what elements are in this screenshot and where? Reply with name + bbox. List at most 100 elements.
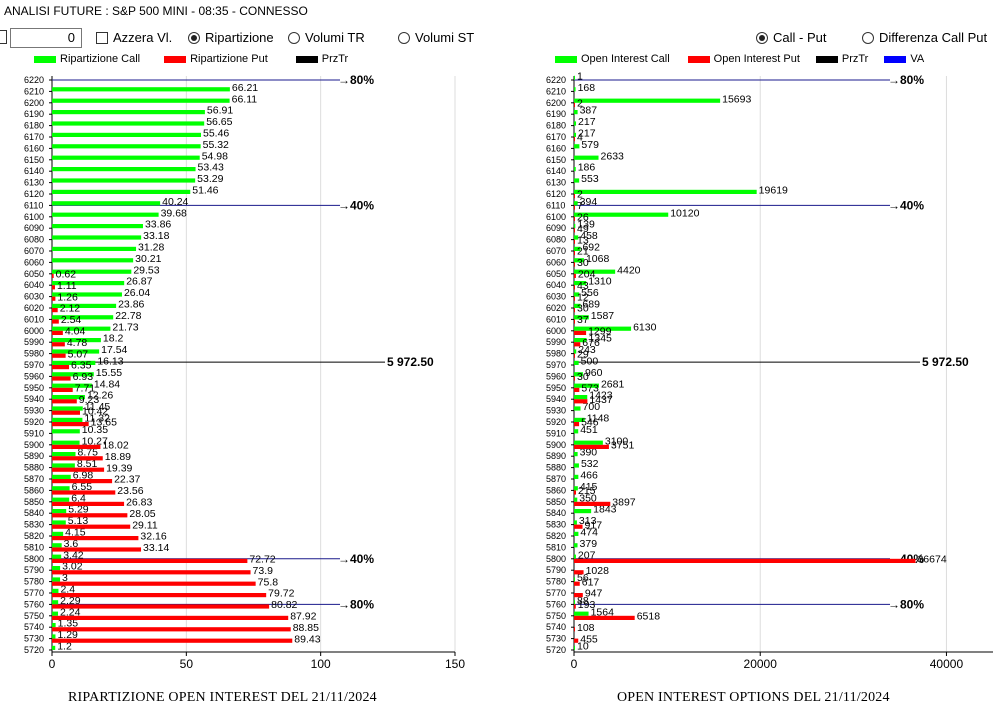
rip-bar-call [52,383,92,388]
oi-data-label: 676 [582,337,600,349]
rip-bar-call [52,338,101,343]
oi-bar-call [574,520,577,525]
radio-volumi-st[interactable]: Volumi ST [398,30,474,45]
rip-bar-call [52,452,76,457]
checkbox-icon[interactable] [96,31,108,44]
oi-category-label: 5920 [546,417,566,427]
oi-bar-put [574,353,575,358]
oi-bar-put [574,319,575,324]
radio-icon[interactable] [862,31,874,44]
oi-bar-call [574,303,581,308]
oi-data-label: 692 [582,242,600,254]
rip-bar-call [52,440,80,445]
oi-bar-call [574,189,757,194]
oi-category-label: 5760 [546,599,566,609]
rip-bar-call [52,212,159,217]
rip-bar-put [52,570,251,575]
rip-data-label: 5.13 [68,515,89,527]
rip-category-label: 6170 [24,132,44,142]
legend-left: Ripartizione Call Ripartizione Put PrzTr [34,53,348,65]
rip-bar-call [52,98,230,103]
rip-data-label: 3 [62,572,68,584]
radio-icon[interactable] [288,31,300,44]
oi-category-label: 6050 [546,269,566,279]
oi-data-label: 168 [578,82,596,94]
rip-data-label: 15.55 [96,367,122,379]
rip-bar-call [52,189,191,194]
rip-x-tick-label: 150 [445,657,465,671]
rip-data-label: 22.37 [114,474,140,486]
spinner-edge[interactable] [0,30,7,44]
rip-bar-call [52,246,137,251]
oi-bar-put [574,444,609,449]
rip-data-label: 31.28 [138,242,164,254]
rip-bar-call [52,224,143,229]
oi-data-label: 215 [578,485,596,497]
rip-data-label: 3.42 [63,549,84,561]
rip-data-label: 33.14 [143,542,169,554]
rip-category-label: 5760 [24,599,44,609]
rip-bar-put [52,319,59,324]
oi-bar-call [574,531,579,536]
radio-call-put[interactable]: Call - Put [756,30,826,45]
rip-category-label: 6100 [24,212,44,222]
rip-data-label: 32.16 [140,531,166,543]
rip-data-label: 6.55 [72,481,93,493]
azzera-checkbox[interactable]: Azzera Vl. [96,30,172,45]
rip-bar-call [52,372,94,377]
rip-bar-call [52,87,230,92]
radio-selected-icon[interactable] [188,31,200,44]
radio-volumi-tr[interactable]: Volumi TR [288,30,365,45]
oi-data-label: 1587 [591,310,615,322]
oi-data-label: 579 [581,139,599,151]
oi-data-label: 10 [577,641,589,653]
oi-data-label: 3100 [605,435,629,447]
radio-ripartizione[interactable]: Ripartizione [188,30,274,45]
rip-data-label: 29.11 [132,519,158,531]
oi-bar-call [574,577,575,582]
legend-right: Open Interest Call Open Interest Put Prz… [555,53,924,65]
rip-category-label: 6050 [24,269,44,279]
oi-bar-put [574,285,575,290]
oi-category-label: 6220 [546,75,566,85]
controls-bar: 0 Azzera Vl. Ripartizione Volumi TR Volu… [0,28,996,50]
rip-x-tick-label: 100 [311,657,331,671]
rip-price-label: 5 972.50 [387,355,434,369]
oi-bar-call [574,497,578,502]
rip-reference-label: →80% [338,597,374,611]
rip-bar-call [52,634,56,639]
oi-category-label: 5810 [546,542,566,552]
rip-bar-call [52,497,70,502]
oi-category-label: 6150 [546,155,566,165]
oi-category-label: 6140 [546,166,566,176]
radio-differenza[interactable]: Differenza Call Put [862,30,987,45]
rip-category-label: 6190 [24,109,44,119]
radio-icon[interactable] [398,31,410,44]
rip-category-label: 5790 [24,565,44,575]
oi-category-label: 5790 [546,565,566,575]
oi-bar-call [574,474,579,479]
rip-bar-call [52,645,56,650]
oi-bar-put [574,399,588,404]
oi-data-label: 204 [578,269,596,281]
rip-data-label: 75.8 [258,576,279,588]
rip-data-label: 10.42 [82,405,108,417]
rip-x-tick-label: 0 [49,657,56,671]
number-input[interactable]: 0 [10,28,82,48]
rip-data-label: 11.45 [85,401,111,413]
rip-bar-put [52,604,270,609]
legend-label: Open Interest Put [713,53,800,65]
rip-bar-call [52,600,59,605]
rip-bar-put [52,456,103,461]
rip-bar-call [52,611,59,616]
rip-category-label: 5890 [24,451,44,461]
oi-data-label: 30 [577,257,589,269]
rip-data-label: 79.72 [268,588,294,600]
oi-data-label: 1310 [588,276,612,288]
oi-data-label: 1843 [593,504,617,516]
rip-category-label: 5720 [24,645,44,655]
radio-selected-icon[interactable] [756,31,768,44]
rip-data-label: 2.54 [61,314,82,326]
oi-bar-call [574,543,578,548]
oi-data-label: 387 [580,105,598,117]
